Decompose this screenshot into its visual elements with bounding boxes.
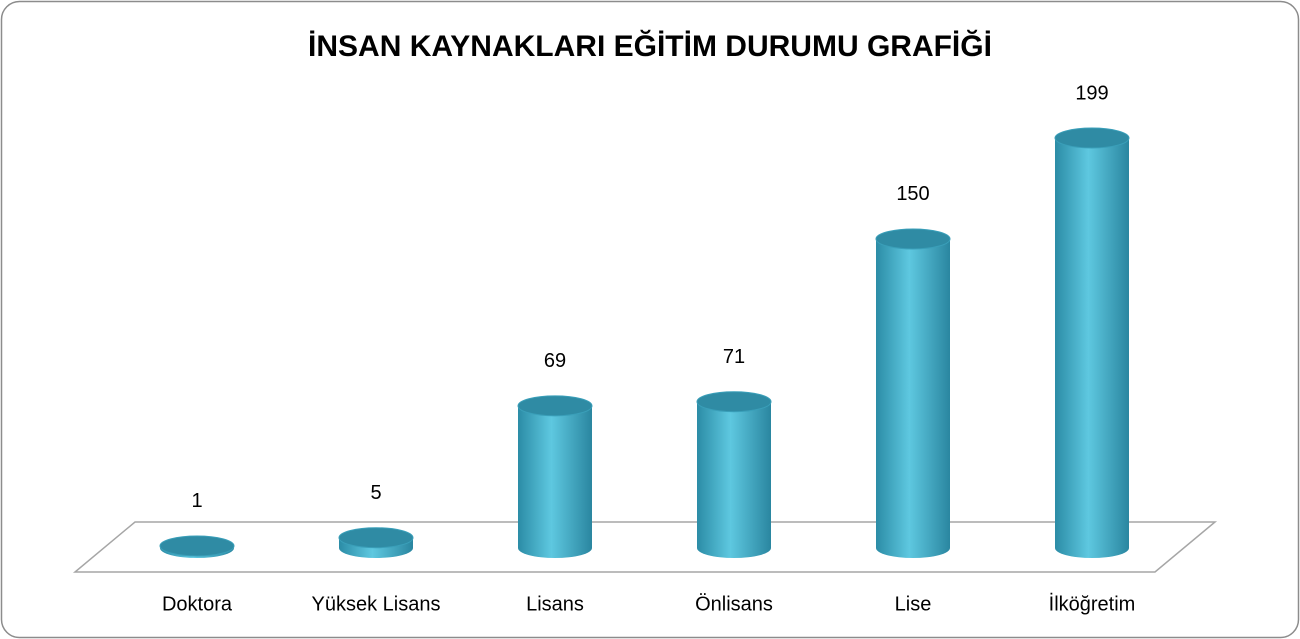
chart-title: İNSAN KAYNAKLARI EĞİTİM DURUMU GRAFİĞİ [308,29,992,63]
data-label: 1 [191,490,202,512]
cylinder-body [518,405,592,558]
cylinder-body [697,401,771,558]
data-label: 71 [723,346,745,368]
x-tick-label: Doktora [162,593,233,615]
x-tick-label: Lise [895,593,932,615]
cylinder-body [876,238,950,558]
x-tick-label: Önlisans [695,593,773,615]
x-tick-label: İlköğretim [1049,592,1136,615]
data-label: 199 [1075,82,1108,104]
cylinder-top [1054,127,1130,149]
cylinder-top [517,395,593,417]
cylinder-top [696,391,772,413]
cylinder-top [875,228,951,250]
x-tick-label: Yüksek Lisans [312,593,441,615]
data-label: 5 [370,482,381,504]
cylinder-top [159,535,235,557]
data-label: 69 [544,350,566,372]
cylinder-body [1055,138,1129,558]
x-tick-label: Lisans [526,593,584,615]
floor [72,521,1218,573]
data-label: 150 [896,183,929,205]
cylinder-top [338,527,414,549]
